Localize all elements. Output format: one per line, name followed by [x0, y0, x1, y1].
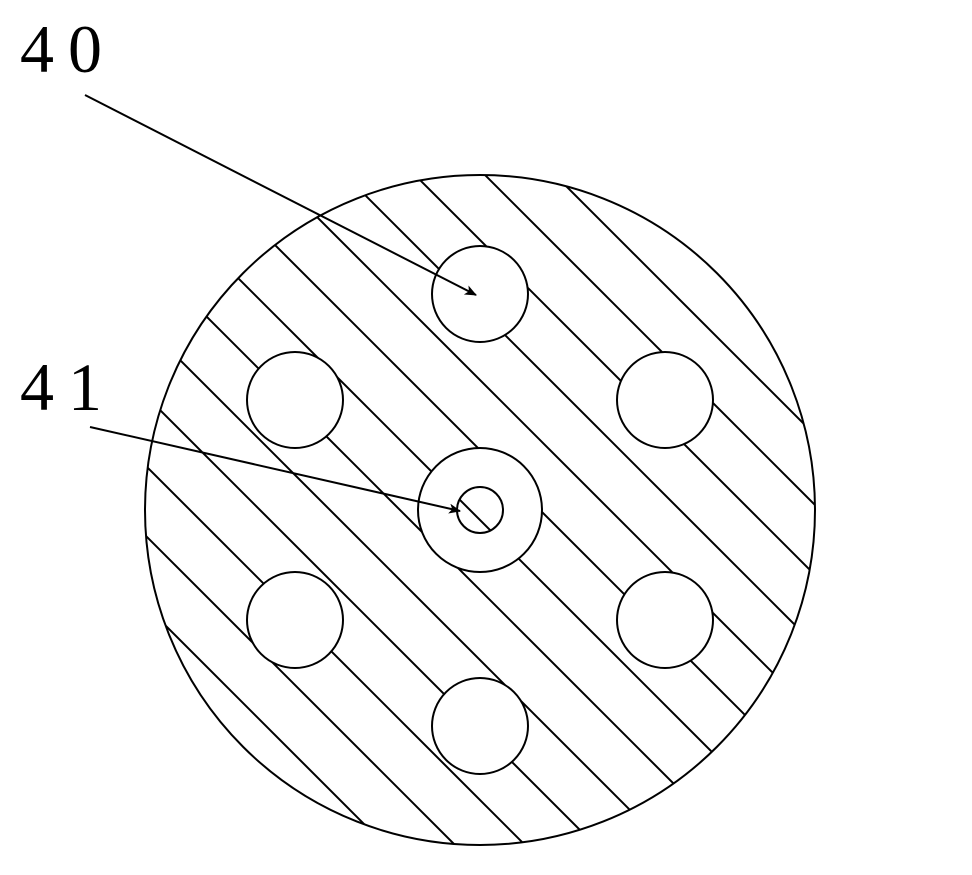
hatch-group	[0, 0, 972, 875]
hole-1	[247, 352, 343, 448]
outlines	[145, 175, 815, 845]
hole-5	[432, 678, 528, 774]
leaders	[85, 95, 476, 511]
hole-2	[617, 352, 713, 448]
main-circle	[145, 175, 815, 845]
hole-4	[617, 572, 713, 668]
leader-40	[85, 95, 476, 295]
label-40: 40	[20, 10, 116, 89]
center-ring-outer	[418, 448, 542, 572]
hole-0	[432, 246, 528, 342]
diagram-svg	[0, 0, 972, 875]
center-ring-inner	[457, 487, 503, 533]
label-41: 41	[20, 348, 116, 427]
hole-3	[247, 572, 343, 668]
